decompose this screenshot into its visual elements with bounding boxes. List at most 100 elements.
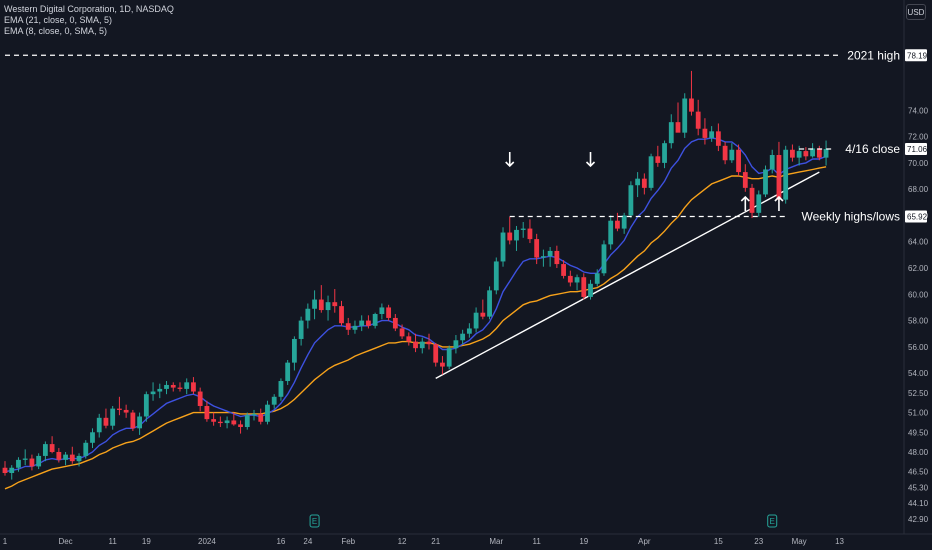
candle-body	[426, 341, 432, 345]
candle	[675, 102, 681, 133]
candle-body	[137, 416, 142, 429]
candle	[722, 141, 728, 165]
candle-body	[507, 232, 513, 241]
candle-body	[715, 131, 721, 146]
candles-layer	[2, 70, 829, 480]
candle-body	[567, 275, 573, 283]
x-tick-label: 23	[754, 537, 763, 546]
candle-body	[729, 149, 735, 161]
earnings-marker-text: E	[770, 517, 775, 526]
candle-body	[413, 341, 418, 349]
candle	[446, 345, 452, 370]
candle-body	[783, 149, 789, 200]
candle-body	[473, 312, 479, 329]
y-tick-label: 74.00	[908, 106, 929, 115]
candle	[466, 323, 472, 338]
candle	[507, 216, 513, 245]
candle	[366, 315, 371, 329]
candle	[285, 360, 291, 385]
candle-body	[339, 306, 344, 324]
candle	[635, 172, 641, 198]
candle	[117, 396, 122, 416]
level-annotation: Weekly highs/lows	[802, 210, 900, 224]
candle	[170, 382, 176, 392]
price-label-text: 71.06	[907, 145, 928, 154]
candle-body	[42, 444, 48, 456]
candle-body	[682, 98, 688, 133]
trendline	[435, 171, 820, 380]
candle-body	[2, 467, 8, 474]
candle-body	[69, 454, 75, 462]
y-tick-label: 60.00	[908, 290, 929, 299]
levels-layer: 2021 high 4/16 close Weekly highs/lows	[5, 48, 900, 224]
price-label-text: 78.19	[907, 51, 928, 60]
candle	[816, 145, 822, 161]
candle	[83, 440, 89, 459]
candle-body	[406, 336, 412, 342]
candle	[110, 405, 116, 430]
candle	[318, 285, 324, 313]
candle-body	[635, 178, 641, 186]
candle-body	[16, 459, 21, 468]
candle	[16, 457, 21, 472]
candle-body	[514, 229, 519, 241]
x-tick-label: 21	[431, 537, 440, 546]
candle	[278, 378, 284, 401]
trendline-layer	[435, 171, 820, 380]
symbol-title: Western Digital Corporation, 1D, NASDAQ	[4, 4, 174, 14]
candle	[574, 274, 580, 291]
x-tick-label: Feb	[341, 537, 355, 546]
candle	[251, 409, 257, 421]
candle	[763, 165, 768, 198]
candle-body	[191, 382, 196, 392]
y-tick-label: 45.30	[908, 483, 929, 492]
candle	[90, 428, 95, 449]
candle	[433, 342, 439, 367]
candle-body	[36, 455, 42, 467]
down-arrow	[505, 152, 515, 168]
candle-body	[675, 122, 681, 133]
candle	[588, 279, 593, 300]
candle-body	[594, 273, 600, 284]
candle	[682, 93, 688, 138]
candle-body	[90, 432, 95, 443]
candle	[204, 400, 210, 422]
candle-body	[56, 451, 62, 460]
candle	[143, 391, 149, 422]
currency-button[interactable]: USD	[906, 4, 926, 20]
x-tick-label: 19	[579, 537, 588, 546]
earnings-marker: E	[767, 514, 778, 528]
candle	[217, 416, 223, 428]
candle	[742, 164, 748, 192]
y-tick-label: 52.50	[908, 389, 929, 398]
candle-body	[197, 391, 203, 406]
candle-body	[258, 413, 264, 422]
candle	[547, 246, 553, 267]
candle-body	[130, 412, 136, 429]
y-tick-label: 42.90	[908, 515, 929, 524]
candle-body	[561, 264, 566, 276]
y-tick-label: 54.00	[908, 369, 929, 378]
candle-body	[615, 220, 620, 229]
candle	[749, 183, 755, 219]
y-tick-label: 49.50	[908, 428, 929, 437]
candle-body	[110, 408, 116, 426]
candle	[776, 141, 782, 205]
candle-body	[702, 128, 708, 138]
candle	[689, 70, 694, 116]
candle-body	[29, 458, 35, 467]
x-tick-label: 24	[303, 537, 312, 546]
candle-body	[776, 155, 782, 200]
candle-body	[480, 312, 486, 317]
candle	[359, 315, 365, 332]
candle-body	[318, 299, 324, 311]
candle	[473, 307, 479, 333]
candle	[729, 143, 735, 163]
candle	[49, 436, 55, 454]
candle	[567, 270, 573, 287]
earnings-marker-box	[309, 514, 320, 528]
candle	[621, 212, 627, 234]
candle	[96, 413, 102, 438]
candle	[9, 465, 15, 480]
